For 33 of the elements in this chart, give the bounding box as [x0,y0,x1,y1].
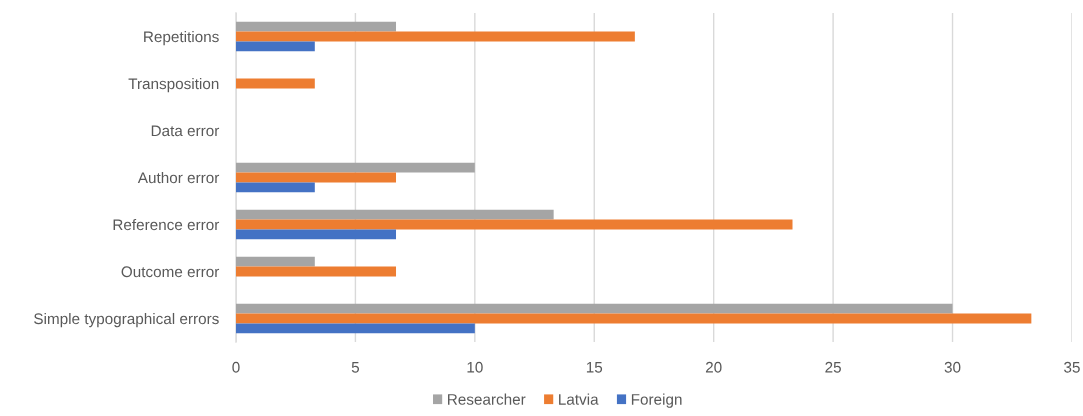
bar [235,219,793,230]
bar [235,313,1032,324]
legend-label: Foreign [631,393,682,408]
bar [235,41,315,52]
x-tick-label: 5 [351,362,360,373]
bar [235,229,397,240]
y-tick-label: Repetitions [144,30,219,46]
bar [235,209,554,220]
x-tick-label: 20 [705,361,722,373]
x-tick-label: 35 [1064,361,1080,373]
legend-label: Latvia [559,393,599,405]
bar [235,182,315,193]
legend-label: Researcher [448,393,526,405]
bar [235,78,315,89]
bar [235,31,635,42]
x-tick-label: 25 [825,361,841,373]
y-tick-label: Author error [137,171,220,184]
y-tick-label: Outcome error [121,266,220,278]
x-tick-label: 30 [944,361,961,373]
y-tick-label: Data error [151,125,220,137]
x-tick-label: 0 [232,361,240,373]
bar [235,266,397,277]
bar [235,323,475,334]
x-tick-label: 15 [586,362,603,373]
bar [235,172,397,183]
bar [235,162,475,173]
y-tick-label: Simple typographical errors [34,312,219,328]
y-tick-label: Reference error [113,218,220,231]
bar [235,303,953,314]
bar [235,21,397,32]
y-tick-label: Transposition [128,77,219,93]
bar [235,256,315,267]
x-tick-label: 10 [467,361,483,373]
